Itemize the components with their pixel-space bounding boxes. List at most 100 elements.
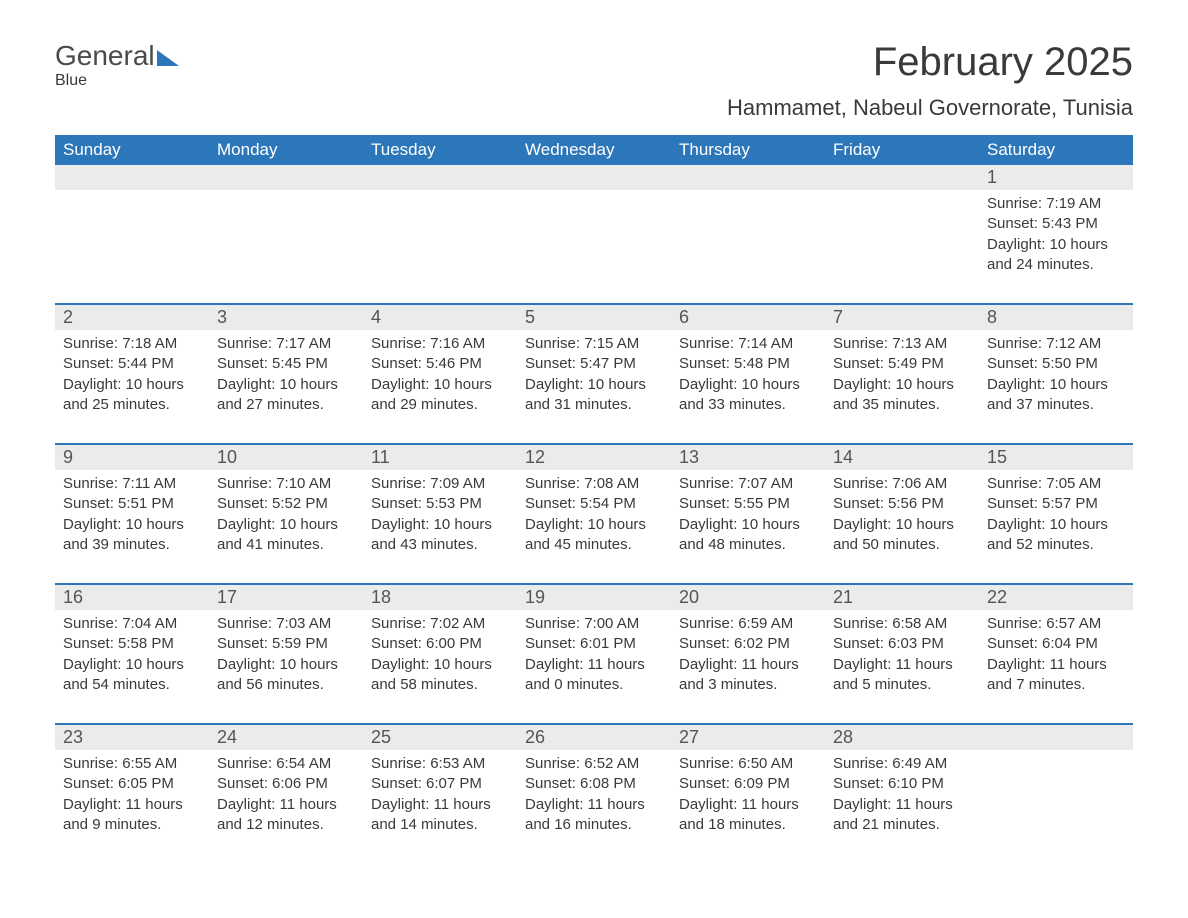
day-line: and 33 minutes. (679, 395, 817, 415)
day-line: Sunset: 5:44 PM (63, 354, 201, 374)
day-line: Sunset: 5:52 PM (217, 494, 355, 514)
dow-cell: Thursday (671, 135, 825, 165)
day-line: Sunrise: 7:09 AM (371, 474, 509, 494)
day-cell: Sunrise: 6:49 AMSunset: 6:10 PMDaylight:… (825, 750, 979, 835)
day-number: 20 (671, 585, 825, 610)
day-content-row: Sunrise: 7:19 AMSunset: 5:43 PMDaylight:… (55, 190, 1133, 303)
day-line: Sunrise: 7:10 AM (217, 474, 355, 494)
day-number: 8 (979, 305, 1133, 330)
day-line: and 27 minutes. (217, 395, 355, 415)
day-line: Sunset: 6:04 PM (987, 634, 1125, 654)
day-line: Sunset: 5:54 PM (525, 494, 663, 514)
day-number (363, 165, 517, 190)
daynum-row: 1 (55, 165, 1133, 190)
day-line: Sunset: 6:08 PM (525, 774, 663, 794)
day-line: Sunset: 6:00 PM (371, 634, 509, 654)
day-number: 4 (363, 305, 517, 330)
day-cell: Sunrise: 7:17 AMSunset: 5:45 PMDaylight:… (209, 330, 363, 415)
day-line: Sunrise: 6:52 AM (525, 754, 663, 774)
day-line (525, 255, 663, 275)
day-line: Sunset: 6:07 PM (371, 774, 509, 794)
day-line: Sunset: 6:01 PM (525, 634, 663, 654)
day-line (371, 255, 509, 275)
day-line: Sunset: 6:05 PM (63, 774, 201, 794)
day-line: Daylight: 11 hours (679, 655, 817, 675)
day-line: Sunrise: 7:12 AM (987, 334, 1125, 354)
day-line (679, 255, 817, 275)
day-line: Sunrise: 7:15 AM (525, 334, 663, 354)
day-line: and 35 minutes. (833, 395, 971, 415)
day-line: and 7 minutes. (987, 675, 1125, 695)
day-line: Sunrise: 6:58 AM (833, 614, 971, 634)
dow-cell: Monday (209, 135, 363, 165)
day-line (987, 815, 1125, 835)
day-line: Sunset: 5:48 PM (679, 354, 817, 374)
day-line: Sunrise: 6:55 AM (63, 754, 201, 774)
day-number: 1 (979, 165, 1133, 190)
day-line: Sunrise: 7:19 AM (987, 194, 1125, 214)
day-line: and 37 minutes. (987, 395, 1125, 415)
daynum-row: 2345678 (55, 305, 1133, 330)
day-cell (671, 190, 825, 275)
day-number (825, 165, 979, 190)
day-line: and 12 minutes. (217, 815, 355, 835)
day-line: Daylight: 10 hours (679, 515, 817, 535)
day-number: 7 (825, 305, 979, 330)
day-cell: Sunrise: 7:09 AMSunset: 5:53 PMDaylight:… (363, 470, 517, 555)
day-cell: Sunrise: 7:15 AMSunset: 5:47 PMDaylight:… (517, 330, 671, 415)
day-line (371, 194, 509, 214)
day-line: Sunrise: 7:17 AM (217, 334, 355, 354)
day-line: and 25 minutes. (63, 395, 201, 415)
day-number: 6 (671, 305, 825, 330)
day-line: Sunrise: 6:54 AM (217, 754, 355, 774)
day-line: Daylight: 10 hours (63, 655, 201, 675)
day-line: and 14 minutes. (371, 815, 509, 835)
day-cell: Sunrise: 6:57 AMSunset: 6:04 PMDaylight:… (979, 610, 1133, 695)
day-line (679, 194, 817, 214)
dow-cell: Wednesday (517, 135, 671, 165)
day-line (679, 214, 817, 234)
daynum-row: 16171819202122 (55, 585, 1133, 610)
day-cell (363, 190, 517, 275)
day-cell: Sunrise: 6:55 AMSunset: 6:05 PMDaylight:… (55, 750, 209, 835)
day-line (63, 255, 201, 275)
day-cell: Sunrise: 7:18 AMSunset: 5:44 PMDaylight:… (55, 330, 209, 415)
day-line: Daylight: 10 hours (371, 655, 509, 675)
day-line (833, 255, 971, 275)
dow-cell: Tuesday (363, 135, 517, 165)
day-line: and 3 minutes. (679, 675, 817, 695)
day-line: Daylight: 10 hours (987, 375, 1125, 395)
day-line: Sunrise: 6:59 AM (679, 614, 817, 634)
day-line: and 54 minutes. (63, 675, 201, 695)
day-line: Daylight: 10 hours (63, 375, 201, 395)
day-line (833, 235, 971, 255)
day-content-row: Sunrise: 6:55 AMSunset: 6:05 PMDaylight:… (55, 750, 1133, 863)
day-number: 2 (55, 305, 209, 330)
day-line (63, 235, 201, 255)
day-line: Sunrise: 6:53 AM (371, 754, 509, 774)
day-line: Sunset: 6:10 PM (833, 774, 971, 794)
day-line: Sunrise: 7:08 AM (525, 474, 663, 494)
week-row: 2345678Sunrise: 7:18 AMSunset: 5:44 PMDa… (55, 303, 1133, 443)
day-line: Sunrise: 7:11 AM (63, 474, 201, 494)
day-line: Sunset: 5:59 PM (217, 634, 355, 654)
day-number: 21 (825, 585, 979, 610)
day-cell: Sunrise: 7:14 AMSunset: 5:48 PMDaylight:… (671, 330, 825, 415)
day-cell: Sunrise: 7:07 AMSunset: 5:55 PMDaylight:… (671, 470, 825, 555)
day-line: Daylight: 10 hours (217, 515, 355, 535)
day-number: 25 (363, 725, 517, 750)
day-line (63, 214, 201, 234)
day-line: Sunset: 5:43 PM (987, 214, 1125, 234)
day-number (517, 165, 671, 190)
day-line: and 24 minutes. (987, 255, 1125, 275)
day-cell (517, 190, 671, 275)
day-line: Daylight: 11 hours (833, 655, 971, 675)
day-number: 10 (209, 445, 363, 470)
day-number (55, 165, 209, 190)
day-number (209, 165, 363, 190)
day-line: and 9 minutes. (63, 815, 201, 835)
day-number: 23 (55, 725, 209, 750)
dow-cell: Saturday (979, 135, 1133, 165)
day-line: Daylight: 10 hours (371, 515, 509, 535)
daynum-row: 9101112131415 (55, 445, 1133, 470)
